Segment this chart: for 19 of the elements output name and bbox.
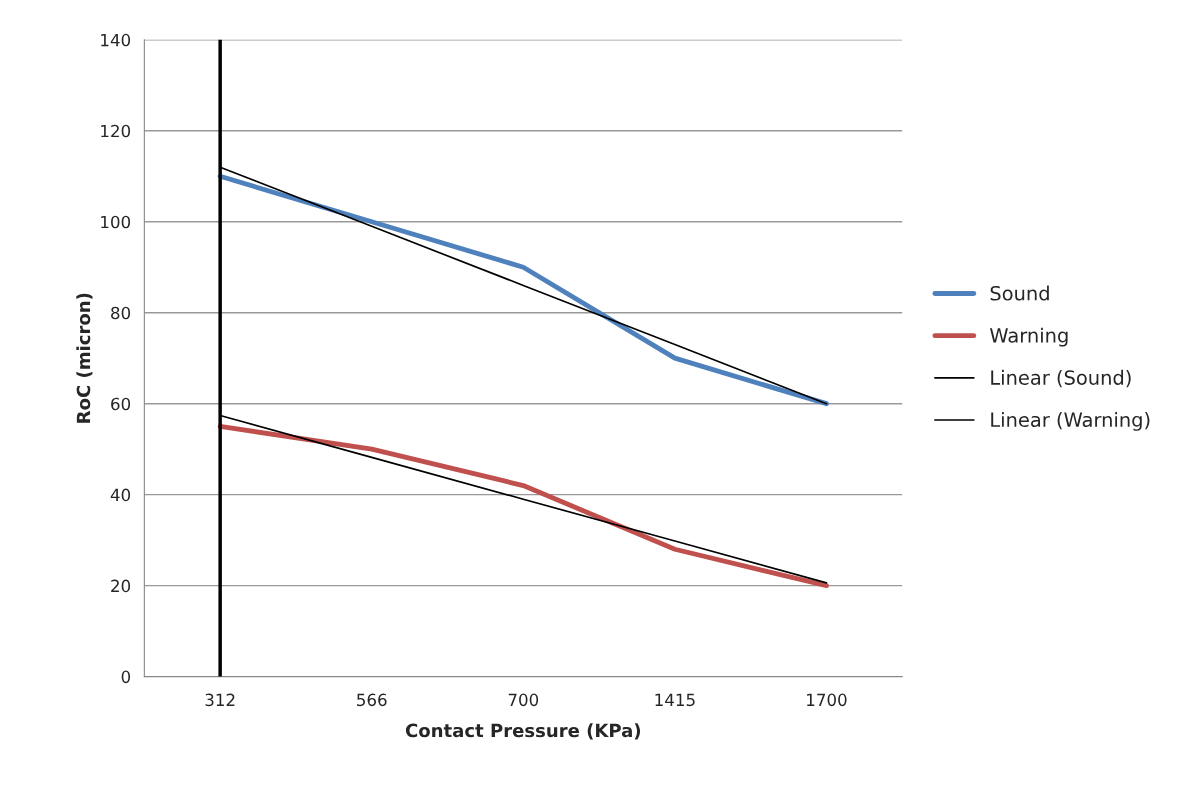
legend-label: Linear (Sound)	[991, 369, 1131, 388]
y-tick-label: 60	[111, 397, 131, 411]
x-tick-label: 312	[205, 693, 235, 707]
x-axis-title: Contact Pressure (KPa)	[405, 723, 641, 740]
y-tick-label: 120	[101, 124, 131, 138]
legend-label: Linear (Warning)	[991, 412, 1150, 431]
legend-label: Warning	[990, 327, 1068, 347]
x-tick-label: 566	[357, 693, 387, 707]
y-tick-label: 20	[111, 579, 131, 593]
y-tick-label: 140	[101, 33, 131, 47]
y-tick-label: 80	[111, 306, 131, 320]
y-tick-label: 100	[101, 215, 131, 229]
x-tick-label: 1700	[807, 693, 847, 707]
x-tick-label: 1415	[655, 693, 695, 707]
y-tick-label: 40	[110, 488, 131, 502]
y-tick-label: 0	[121, 670, 131, 684]
legend-label: Sound	[990, 285, 1049, 301]
y-axis-title: RoC (micron)	[76, 293, 93, 423]
x-tick-label: 700	[508, 693, 539, 707]
